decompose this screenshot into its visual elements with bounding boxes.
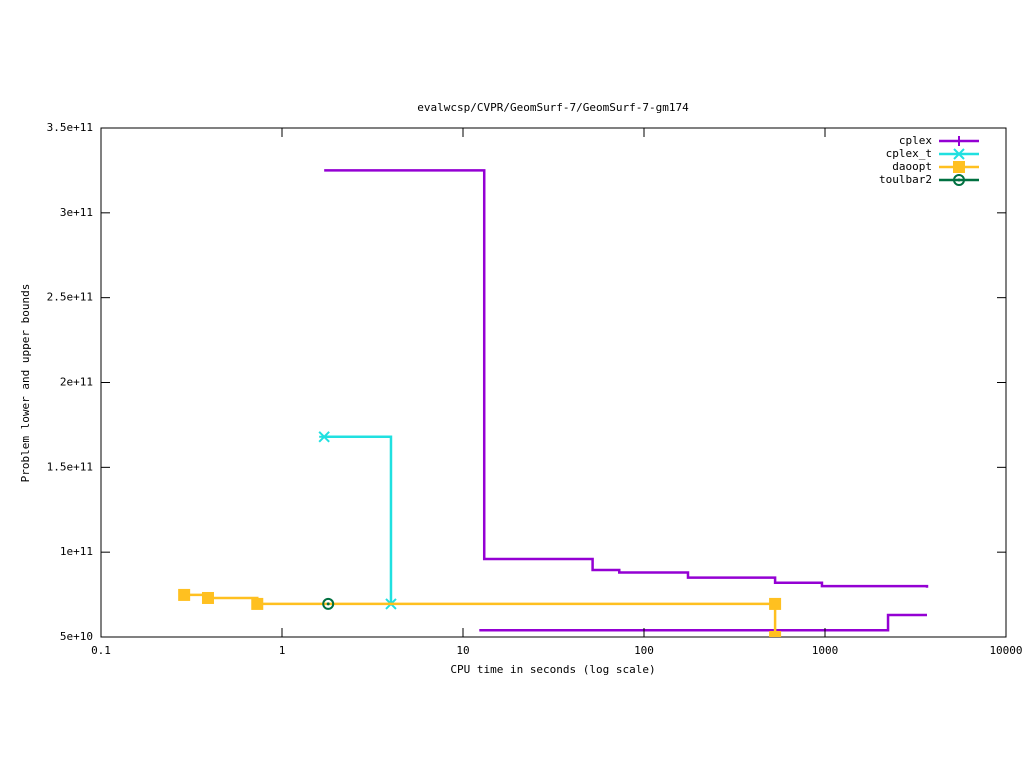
- x-tick-label: 10000: [989, 644, 1022, 657]
- marker: [201, 591, 214, 604]
- legend-marker: [953, 161, 965, 173]
- legend-label: cplex: [899, 134, 932, 147]
- marker: [318, 431, 330, 443]
- x-tick-label: 1000: [812, 644, 839, 657]
- y-tick-label: 2e+11: [60, 376, 93, 389]
- x-tick-label: 0.1: [91, 644, 111, 657]
- y-tick-label: 1e+11: [60, 545, 93, 558]
- legend-marker: [953, 148, 965, 160]
- legend-marker: [954, 136, 964, 146]
- marker-dot: [957, 178, 961, 182]
- step-line: [324, 169, 929, 632]
- chart-title: evalwcsp/CVPR/GeomSurf-7/GeomSurf-7-gm17…: [417, 101, 689, 114]
- step-line: [324, 435, 393, 604]
- legend-label: daoopt: [892, 160, 932, 173]
- x-tick-label: 10: [456, 644, 469, 657]
- y-axis-label: Problem lower and upper bounds: [19, 284, 32, 483]
- marker-ring: [953, 174, 965, 186]
- plot-area: [178, 169, 929, 637]
- marker: [769, 597, 782, 610]
- y-tick-label: 3.5e+11: [47, 121, 93, 134]
- y-tick-label: 5e+10: [60, 630, 93, 643]
- marker: [251, 597, 264, 610]
- x-tick-label: 1: [279, 644, 286, 657]
- marker: [178, 588, 191, 601]
- marker-ring: [322, 597, 335, 610]
- marker: [322, 597, 335, 610]
- marker: [769, 631, 782, 637]
- legend-label: cplex_t: [886, 147, 932, 160]
- legend-marker: [953, 174, 965, 186]
- x-axis-label: CPU time in seconds (log scale): [450, 663, 655, 676]
- marker-dot: [326, 602, 330, 606]
- x-tick-label: 100: [634, 644, 654, 657]
- y-tick-label: 3e+11: [60, 206, 93, 219]
- legend-label: toulbar2: [879, 173, 932, 186]
- y-tick-label: 2.5e+11: [47, 291, 93, 304]
- y-tick-label: 1.5e+11: [47, 460, 93, 473]
